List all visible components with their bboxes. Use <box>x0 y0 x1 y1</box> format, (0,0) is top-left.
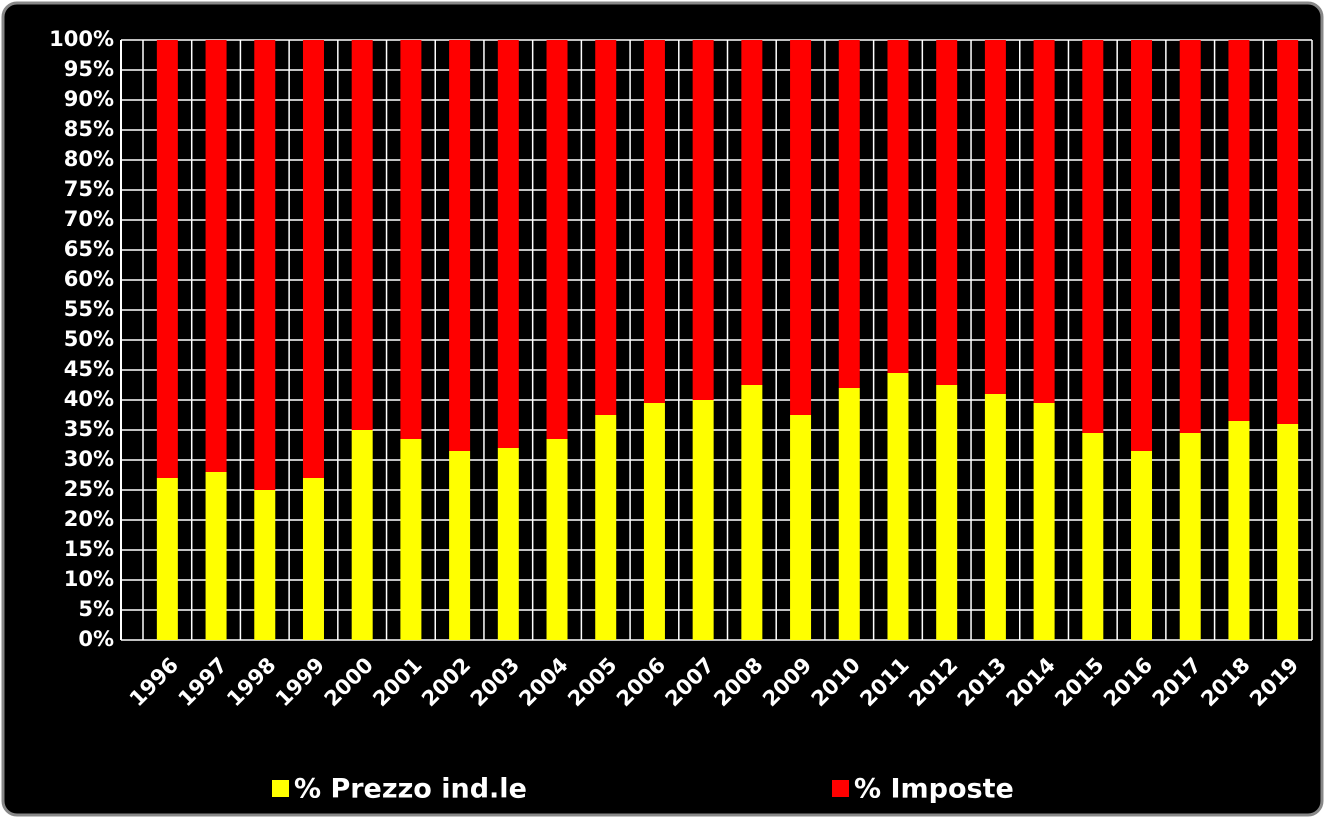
bar-segment <box>351 430 373 640</box>
bar-segment <box>1179 40 1201 433</box>
bar-segment <box>449 40 471 451</box>
bar-segment <box>302 40 324 478</box>
bar-segment <box>254 490 276 640</box>
bar-segment <box>1179 433 1201 640</box>
bar-segment <box>984 40 1006 394</box>
y-tick-label: 5% <box>78 597 114 621</box>
y-tick-label: 100% <box>49 27 114 51</box>
bar-segment <box>1033 403 1055 640</box>
bar-segment <box>546 439 568 640</box>
y-tick-label: 55% <box>64 297 114 321</box>
bar-segment <box>1131 40 1153 451</box>
bar-segment <box>643 403 665 640</box>
bar-segment <box>741 40 763 385</box>
bar-segment <box>936 385 958 640</box>
bar-segment <box>156 40 178 478</box>
bar-segment <box>838 40 860 388</box>
bar-segment <box>692 400 714 640</box>
y-tick-label: 10% <box>64 567 114 591</box>
bar-segment <box>1082 433 1104 640</box>
y-tick-label: 85% <box>64 117 114 141</box>
bar-segment <box>302 478 324 640</box>
bar-segment <box>1277 40 1299 424</box>
legend-label: % Prezzo ind.le <box>294 774 527 805</box>
bar-segment <box>790 415 812 640</box>
y-tick-label: 20% <box>64 507 114 531</box>
bar-segment <box>156 478 178 640</box>
legend-swatch <box>272 780 289 797</box>
bar-segment <box>643 40 665 403</box>
legend-label: % Imposte <box>854 774 1014 805</box>
y-tick-label: 0% <box>78 627 114 651</box>
bar-segment <box>1228 40 1250 421</box>
bar-segment <box>790 40 812 415</box>
y-tick-label: 75% <box>64 177 114 201</box>
legend-swatch <box>832 780 849 797</box>
bar-segment <box>497 448 519 640</box>
bar-segment <box>400 439 422 640</box>
y-tick-label: 30% <box>64 447 114 471</box>
bar-segment <box>595 40 617 415</box>
bar-segment <box>351 40 373 430</box>
bar-segment <box>984 394 1006 640</box>
y-tick-label: 25% <box>64 477 114 501</box>
bar-segment <box>692 40 714 400</box>
y-tick-label: 45% <box>64 357 114 381</box>
y-tick-label: 95% <box>64 57 114 81</box>
bar-segment <box>887 40 909 373</box>
bar-segment <box>838 388 860 640</box>
bar-segment <box>1277 424 1299 640</box>
bar-segment <box>1228 421 1250 640</box>
y-tick-label: 35% <box>64 417 114 441</box>
bar-segment <box>205 472 227 640</box>
y-tick-label: 80% <box>64 147 114 171</box>
bar-segment <box>936 40 958 385</box>
y-tick-label: 50% <box>64 327 114 351</box>
bar-segment <box>887 373 909 640</box>
bar-segment <box>1033 40 1055 403</box>
bar-segment <box>497 40 519 448</box>
bar-segment <box>741 385 763 640</box>
bar-segment <box>205 40 227 472</box>
y-tick-label: 15% <box>64 537 114 561</box>
bar-segment <box>1082 40 1104 433</box>
y-tick-label: 40% <box>64 387 114 411</box>
bar-segment <box>1131 451 1153 640</box>
bar-segment <box>254 40 276 490</box>
bar-segment <box>546 40 568 439</box>
y-tick-label: 60% <box>64 267 114 291</box>
y-tick-label: 65% <box>64 237 114 261</box>
bar-segment <box>449 451 471 640</box>
bar-segment <box>595 415 617 640</box>
y-tick-label: 70% <box>64 207 114 231</box>
bar-segment <box>400 40 422 439</box>
y-tick-label: 90% <box>64 87 114 111</box>
